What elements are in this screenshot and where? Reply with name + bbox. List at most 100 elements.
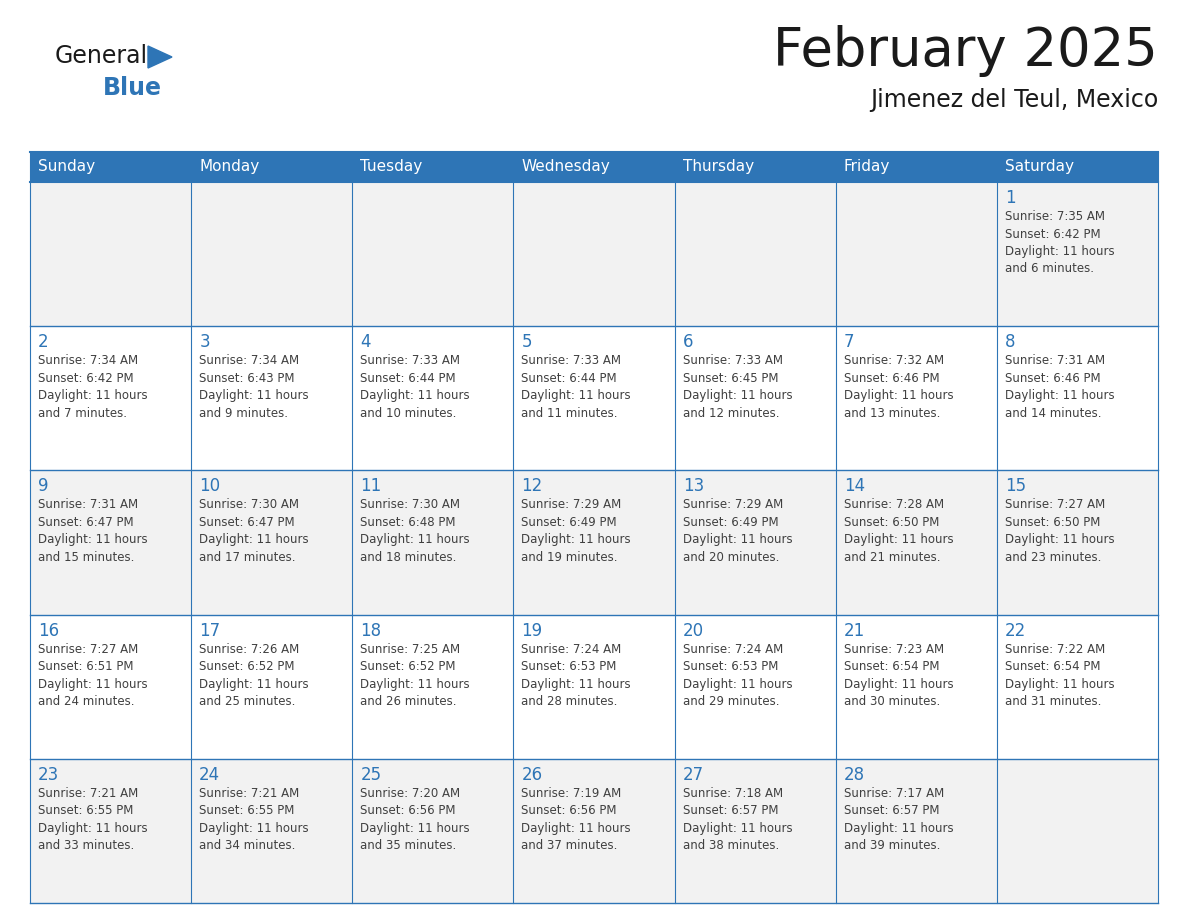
Bar	[191, 152, 353, 182]
Bar	[675, 470, 835, 614]
Bar	[997, 759, 1158, 903]
Bar	[30, 152, 191, 182]
Bar	[191, 182, 353, 326]
Text: Sunrise: 7:17 AM
Sunset: 6:57 PM
Daylight: 11 hours
and 39 minutes.: Sunrise: 7:17 AM Sunset: 6:57 PM Dayligh…	[843, 787, 954, 852]
Text: Blue: Blue	[103, 76, 162, 100]
Text: Tuesday: Tuesday	[360, 160, 423, 174]
Bar	[353, 326, 513, 470]
Bar	[30, 614, 191, 759]
Bar	[30, 182, 191, 326]
Text: General: General	[55, 44, 148, 68]
Text: 13: 13	[683, 477, 703, 496]
Text: 19: 19	[522, 621, 543, 640]
Text: 22: 22	[1005, 621, 1026, 640]
Text: Sunrise: 7:25 AM
Sunset: 6:52 PM
Daylight: 11 hours
and 26 minutes.: Sunrise: 7:25 AM Sunset: 6:52 PM Dayligh…	[360, 643, 470, 708]
Text: Sunrise: 7:33 AM
Sunset: 6:45 PM
Daylight: 11 hours
and 12 minutes.: Sunrise: 7:33 AM Sunset: 6:45 PM Dayligh…	[683, 354, 792, 420]
Text: Saturday: Saturday	[1005, 160, 1074, 174]
Text: 5: 5	[522, 333, 532, 352]
Bar	[191, 759, 353, 903]
Text: 15: 15	[1005, 477, 1026, 496]
Text: Sunrise: 7:31 AM
Sunset: 6:46 PM
Daylight: 11 hours
and 14 minutes.: Sunrise: 7:31 AM Sunset: 6:46 PM Dayligh…	[1005, 354, 1114, 420]
Text: Sunrise: 7:18 AM
Sunset: 6:57 PM
Daylight: 11 hours
and 38 minutes.: Sunrise: 7:18 AM Sunset: 6:57 PM Dayligh…	[683, 787, 792, 852]
Bar	[997, 470, 1158, 614]
Text: Sunrise: 7:20 AM
Sunset: 6:56 PM
Daylight: 11 hours
and 35 minutes.: Sunrise: 7:20 AM Sunset: 6:56 PM Dayligh…	[360, 787, 470, 852]
Bar	[30, 470, 191, 614]
Bar	[513, 182, 675, 326]
Text: Sunrise: 7:30 AM
Sunset: 6:48 PM
Daylight: 11 hours
and 18 minutes.: Sunrise: 7:30 AM Sunset: 6:48 PM Dayligh…	[360, 498, 470, 564]
Text: Sunrise: 7:33 AM
Sunset: 6:44 PM
Daylight: 11 hours
and 10 minutes.: Sunrise: 7:33 AM Sunset: 6:44 PM Dayligh…	[360, 354, 470, 420]
Text: Sunrise: 7:24 AM
Sunset: 6:53 PM
Daylight: 11 hours
and 29 minutes.: Sunrise: 7:24 AM Sunset: 6:53 PM Dayligh…	[683, 643, 792, 708]
Bar	[353, 759, 513, 903]
Text: Sunrise: 7:34 AM
Sunset: 6:42 PM
Daylight: 11 hours
and 7 minutes.: Sunrise: 7:34 AM Sunset: 6:42 PM Dayligh…	[38, 354, 147, 420]
Bar	[191, 614, 353, 759]
Text: 3: 3	[200, 333, 210, 352]
Text: 27: 27	[683, 766, 703, 784]
Text: 9: 9	[38, 477, 49, 496]
Text: 26: 26	[522, 766, 543, 784]
Text: 6: 6	[683, 333, 693, 352]
Text: February 2025: February 2025	[773, 25, 1158, 77]
Text: Sunrise: 7:27 AM
Sunset: 6:50 PM
Daylight: 11 hours
and 23 minutes.: Sunrise: 7:27 AM Sunset: 6:50 PM Dayligh…	[1005, 498, 1114, 564]
Bar	[353, 470, 513, 614]
Bar	[191, 326, 353, 470]
Text: Wednesday: Wednesday	[522, 160, 611, 174]
Text: 18: 18	[360, 621, 381, 640]
Bar	[835, 182, 997, 326]
Text: 14: 14	[843, 477, 865, 496]
Text: Jimenez del Teul, Mexico: Jimenez del Teul, Mexico	[870, 88, 1158, 112]
Text: 10: 10	[200, 477, 220, 496]
Bar	[675, 182, 835, 326]
Text: 7: 7	[843, 333, 854, 352]
Text: Friday: Friday	[843, 160, 890, 174]
Text: 12: 12	[522, 477, 543, 496]
Bar	[675, 326, 835, 470]
Bar	[835, 470, 997, 614]
Text: 1: 1	[1005, 189, 1016, 207]
Text: Monday: Monday	[200, 160, 259, 174]
Bar	[353, 614, 513, 759]
Text: Sunrise: 7:21 AM
Sunset: 6:55 PM
Daylight: 11 hours
and 34 minutes.: Sunrise: 7:21 AM Sunset: 6:55 PM Dayligh…	[200, 787, 309, 852]
Bar	[513, 759, 675, 903]
Text: Sunrise: 7:33 AM
Sunset: 6:44 PM
Daylight: 11 hours
and 11 minutes.: Sunrise: 7:33 AM Sunset: 6:44 PM Dayligh…	[522, 354, 631, 420]
Bar	[675, 759, 835, 903]
Polygon shape	[148, 46, 172, 68]
Text: 24: 24	[200, 766, 220, 784]
Text: 21: 21	[843, 621, 865, 640]
Bar	[513, 326, 675, 470]
Text: Sunrise: 7:22 AM
Sunset: 6:54 PM
Daylight: 11 hours
and 31 minutes.: Sunrise: 7:22 AM Sunset: 6:54 PM Dayligh…	[1005, 643, 1114, 708]
Bar	[835, 759, 997, 903]
Text: 16: 16	[38, 621, 59, 640]
Text: 4: 4	[360, 333, 371, 352]
Bar	[353, 152, 513, 182]
Bar	[835, 614, 997, 759]
Text: 2: 2	[38, 333, 49, 352]
Text: Sunrise: 7:30 AM
Sunset: 6:47 PM
Daylight: 11 hours
and 17 minutes.: Sunrise: 7:30 AM Sunset: 6:47 PM Dayligh…	[200, 498, 309, 564]
Bar	[513, 614, 675, 759]
Text: Sunrise: 7:19 AM
Sunset: 6:56 PM
Daylight: 11 hours
and 37 minutes.: Sunrise: 7:19 AM Sunset: 6:56 PM Dayligh…	[522, 787, 631, 852]
Text: Sunrise: 7:27 AM
Sunset: 6:51 PM
Daylight: 11 hours
and 24 minutes.: Sunrise: 7:27 AM Sunset: 6:51 PM Dayligh…	[38, 643, 147, 708]
Text: Sunrise: 7:29 AM
Sunset: 6:49 PM
Daylight: 11 hours
and 20 minutes.: Sunrise: 7:29 AM Sunset: 6:49 PM Dayligh…	[683, 498, 792, 564]
Bar	[835, 152, 997, 182]
Bar	[30, 759, 191, 903]
Text: Sunrise: 7:24 AM
Sunset: 6:53 PM
Daylight: 11 hours
and 28 minutes.: Sunrise: 7:24 AM Sunset: 6:53 PM Dayligh…	[522, 643, 631, 708]
Text: 8: 8	[1005, 333, 1016, 352]
Text: Sunrise: 7:28 AM
Sunset: 6:50 PM
Daylight: 11 hours
and 21 minutes.: Sunrise: 7:28 AM Sunset: 6:50 PM Dayligh…	[843, 498, 954, 564]
Text: 20: 20	[683, 621, 703, 640]
Bar	[997, 182, 1158, 326]
Text: Sunrise: 7:26 AM
Sunset: 6:52 PM
Daylight: 11 hours
and 25 minutes.: Sunrise: 7:26 AM Sunset: 6:52 PM Dayligh…	[200, 643, 309, 708]
Text: 25: 25	[360, 766, 381, 784]
Text: Sunday: Sunday	[38, 160, 95, 174]
Text: Sunrise: 7:34 AM
Sunset: 6:43 PM
Daylight: 11 hours
and 9 minutes.: Sunrise: 7:34 AM Sunset: 6:43 PM Dayligh…	[200, 354, 309, 420]
Bar	[513, 470, 675, 614]
Bar	[675, 614, 835, 759]
Bar	[997, 614, 1158, 759]
Bar	[513, 152, 675, 182]
Bar	[353, 182, 513, 326]
Text: Thursday: Thursday	[683, 160, 753, 174]
Text: Sunrise: 7:23 AM
Sunset: 6:54 PM
Daylight: 11 hours
and 30 minutes.: Sunrise: 7:23 AM Sunset: 6:54 PM Dayligh…	[843, 643, 954, 708]
Bar	[30, 326, 191, 470]
Bar	[191, 470, 353, 614]
Text: 23: 23	[38, 766, 59, 784]
Text: 17: 17	[200, 621, 220, 640]
Bar	[997, 152, 1158, 182]
